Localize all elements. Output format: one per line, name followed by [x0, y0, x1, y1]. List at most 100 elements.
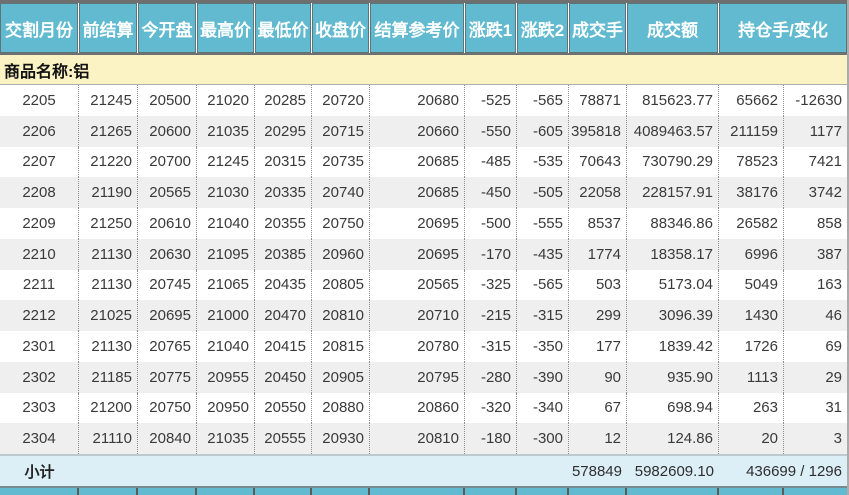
- table-row-2208: 2208 21190 20565 21030 20335 20740 20685 -450 -5…: [0, 177, 847, 208]
- cell-value: 20565: [138, 177, 197, 208]
- subtotal-spacer: [79, 456, 569, 486]
- header-cell-1: 交割月份: [0, 3, 78, 53]
- cell-value: 90: [569, 361, 627, 393]
- cell-value: 20720: [312, 85, 370, 116]
- cell-value: 20810: [370, 423, 465, 454]
- next-section-header-cell: [627, 488, 719, 495]
- table-row-2209: 2209 21250 20610 21040 20355 20750 20695 -500 -5…: [0, 208, 847, 239]
- cell-value: 228157.91: [627, 177, 719, 208]
- cell-value: 20: [719, 423, 784, 454]
- subtotal-label: 小计: [24, 463, 55, 481]
- cell-value: -525: [465, 85, 517, 116]
- cell-value: 1839.42: [627, 331, 719, 362]
- table-row-2212: 2212 21025 20695 21000 20470 20810 20710 -215 -3…: [0, 300, 847, 331]
- subtotal-volume: 578849: [571, 462, 622, 480]
- cell-value: 20710: [370, 300, 465, 331]
- cell-value: 20435: [255, 269, 312, 301]
- subtotal-turnover: 5982609.10: [634, 462, 714, 480]
- cell-value: 20385: [255, 238, 312, 270]
- cell-value: -450: [465, 177, 517, 208]
- cell-value: 177: [569, 331, 627, 362]
- cell-value: 20715: [312, 115, 370, 147]
- cell-value: 88346.86: [627, 208, 719, 239]
- cell-value: 3096.39: [627, 300, 719, 331]
- cell-delivery-month: 2301: [0, 331, 79, 362]
- cell-value: 730790.29: [627, 146, 719, 178]
- cell-value: 20930: [312, 423, 370, 454]
- cell-value: 20780: [370, 331, 465, 362]
- cell-value: 163: [816, 276, 842, 294]
- header-cell-3: 今开盘: [138, 3, 196, 53]
- cell-delivery-month: 2206: [0, 115, 79, 147]
- table-row-2303: 2303 21200 20750 20950 20550 20880 20860 -320 -3…: [0, 392, 847, 424]
- header-cell-12: 持仓手/变化: [719, 3, 847, 53]
- cell-value: -390: [517, 361, 569, 393]
- cell-value: 21245: [197, 146, 255, 178]
- cell-value: 20905: [312, 361, 370, 393]
- header-cell-6: 收盘价: [312, 3, 369, 53]
- cell-value: 4089463.57: [627, 115, 719, 147]
- cell-value: 20680: [370, 85, 465, 116]
- cell-value: 22058: [569, 177, 627, 208]
- cell-value: 20950: [197, 392, 255, 424]
- cell-value: 20660: [370, 115, 465, 147]
- cell-value: 21035: [197, 115, 255, 147]
- cell-value: 20955: [197, 361, 255, 393]
- cell-value: 20795: [370, 361, 465, 393]
- cell-value: 21190: [79, 177, 138, 208]
- cell-value: 20750: [312, 208, 370, 239]
- header-cell-11: 成交额: [627, 3, 718, 53]
- subtotal-open-interest-change: 436699 / 1296: [746, 462, 842, 480]
- cell-value: 20335: [255, 177, 312, 208]
- cell-value: 78871: [569, 85, 627, 116]
- cell-value: 38176: [719, 177, 784, 208]
- subtotal-row: 小计 578849 5982609.10 436699 / 1296: [0, 454, 847, 488]
- table-row-2301: 2301 21130 20765 21040 20415 20815 20780 -315 -3…: [0, 331, 847, 362]
- cell-value: 69: [825, 337, 842, 355]
- cell-value: 21200: [79, 392, 138, 424]
- cell-value: 5173.04: [627, 269, 719, 301]
- cell-value: 20685: [370, 177, 465, 208]
- next-section-header-cell: [0, 488, 79, 495]
- cell-value: 21130: [79, 238, 138, 270]
- table-row-2207: 2207 21220 20700 21245 20315 20735 20685 -485 -5…: [0, 146, 847, 178]
- cell-value: 29: [825, 368, 842, 386]
- cell-value: 21095: [197, 238, 255, 270]
- cell-delivery-month: 2209: [0, 208, 79, 239]
- cell-value: 26582: [719, 208, 784, 239]
- next-section-header-cell: [79, 488, 138, 495]
- cell-value: 21065: [197, 269, 255, 301]
- cell-value: 3742: [808, 184, 842, 202]
- cell-value: -280: [465, 361, 517, 393]
- cell-value: 78523: [719, 146, 784, 178]
- header-cell-7: 结算参考价: [370, 3, 464, 53]
- next-section-header-cell: [719, 488, 784, 495]
- cell-value: 20810: [312, 300, 370, 331]
- cell-value: 20735: [312, 146, 370, 178]
- cell-delivery-month: 2212: [0, 300, 79, 331]
- cell-value: -350: [517, 331, 569, 362]
- cell-delivery-month: 2211: [0, 269, 79, 301]
- cell-value: 20880: [312, 392, 370, 424]
- cell-value: -605: [517, 115, 569, 147]
- cell-value: 503: [569, 269, 627, 301]
- header-cell-4: 最高价: [197, 3, 254, 53]
- table-row-2211: 2211 21130 20745 21065 20435 20805 20565 -325 -5…: [0, 269, 847, 301]
- cell-value: -565: [517, 85, 569, 116]
- cell-value: -485: [465, 146, 517, 178]
- cell-value: 20550: [255, 392, 312, 424]
- cell-value: 1113: [719, 361, 784, 393]
- cell-value: -320: [465, 392, 517, 424]
- cell-value: 211159: [719, 115, 784, 147]
- cell-value: -535: [517, 146, 569, 178]
- cell-value: 20685: [370, 146, 465, 178]
- commodity-name-row: 商品名称:铝: [0, 55, 847, 85]
- cell-value: -500: [465, 208, 517, 239]
- cell-value: -565: [517, 269, 569, 301]
- cell-value: 21040: [197, 208, 255, 239]
- next-section-header-cell: [138, 488, 197, 495]
- cell-value: 20765: [138, 331, 197, 362]
- cell-value: 935.90: [627, 361, 719, 393]
- header-cell-9: 涨跌2: [517, 3, 568, 53]
